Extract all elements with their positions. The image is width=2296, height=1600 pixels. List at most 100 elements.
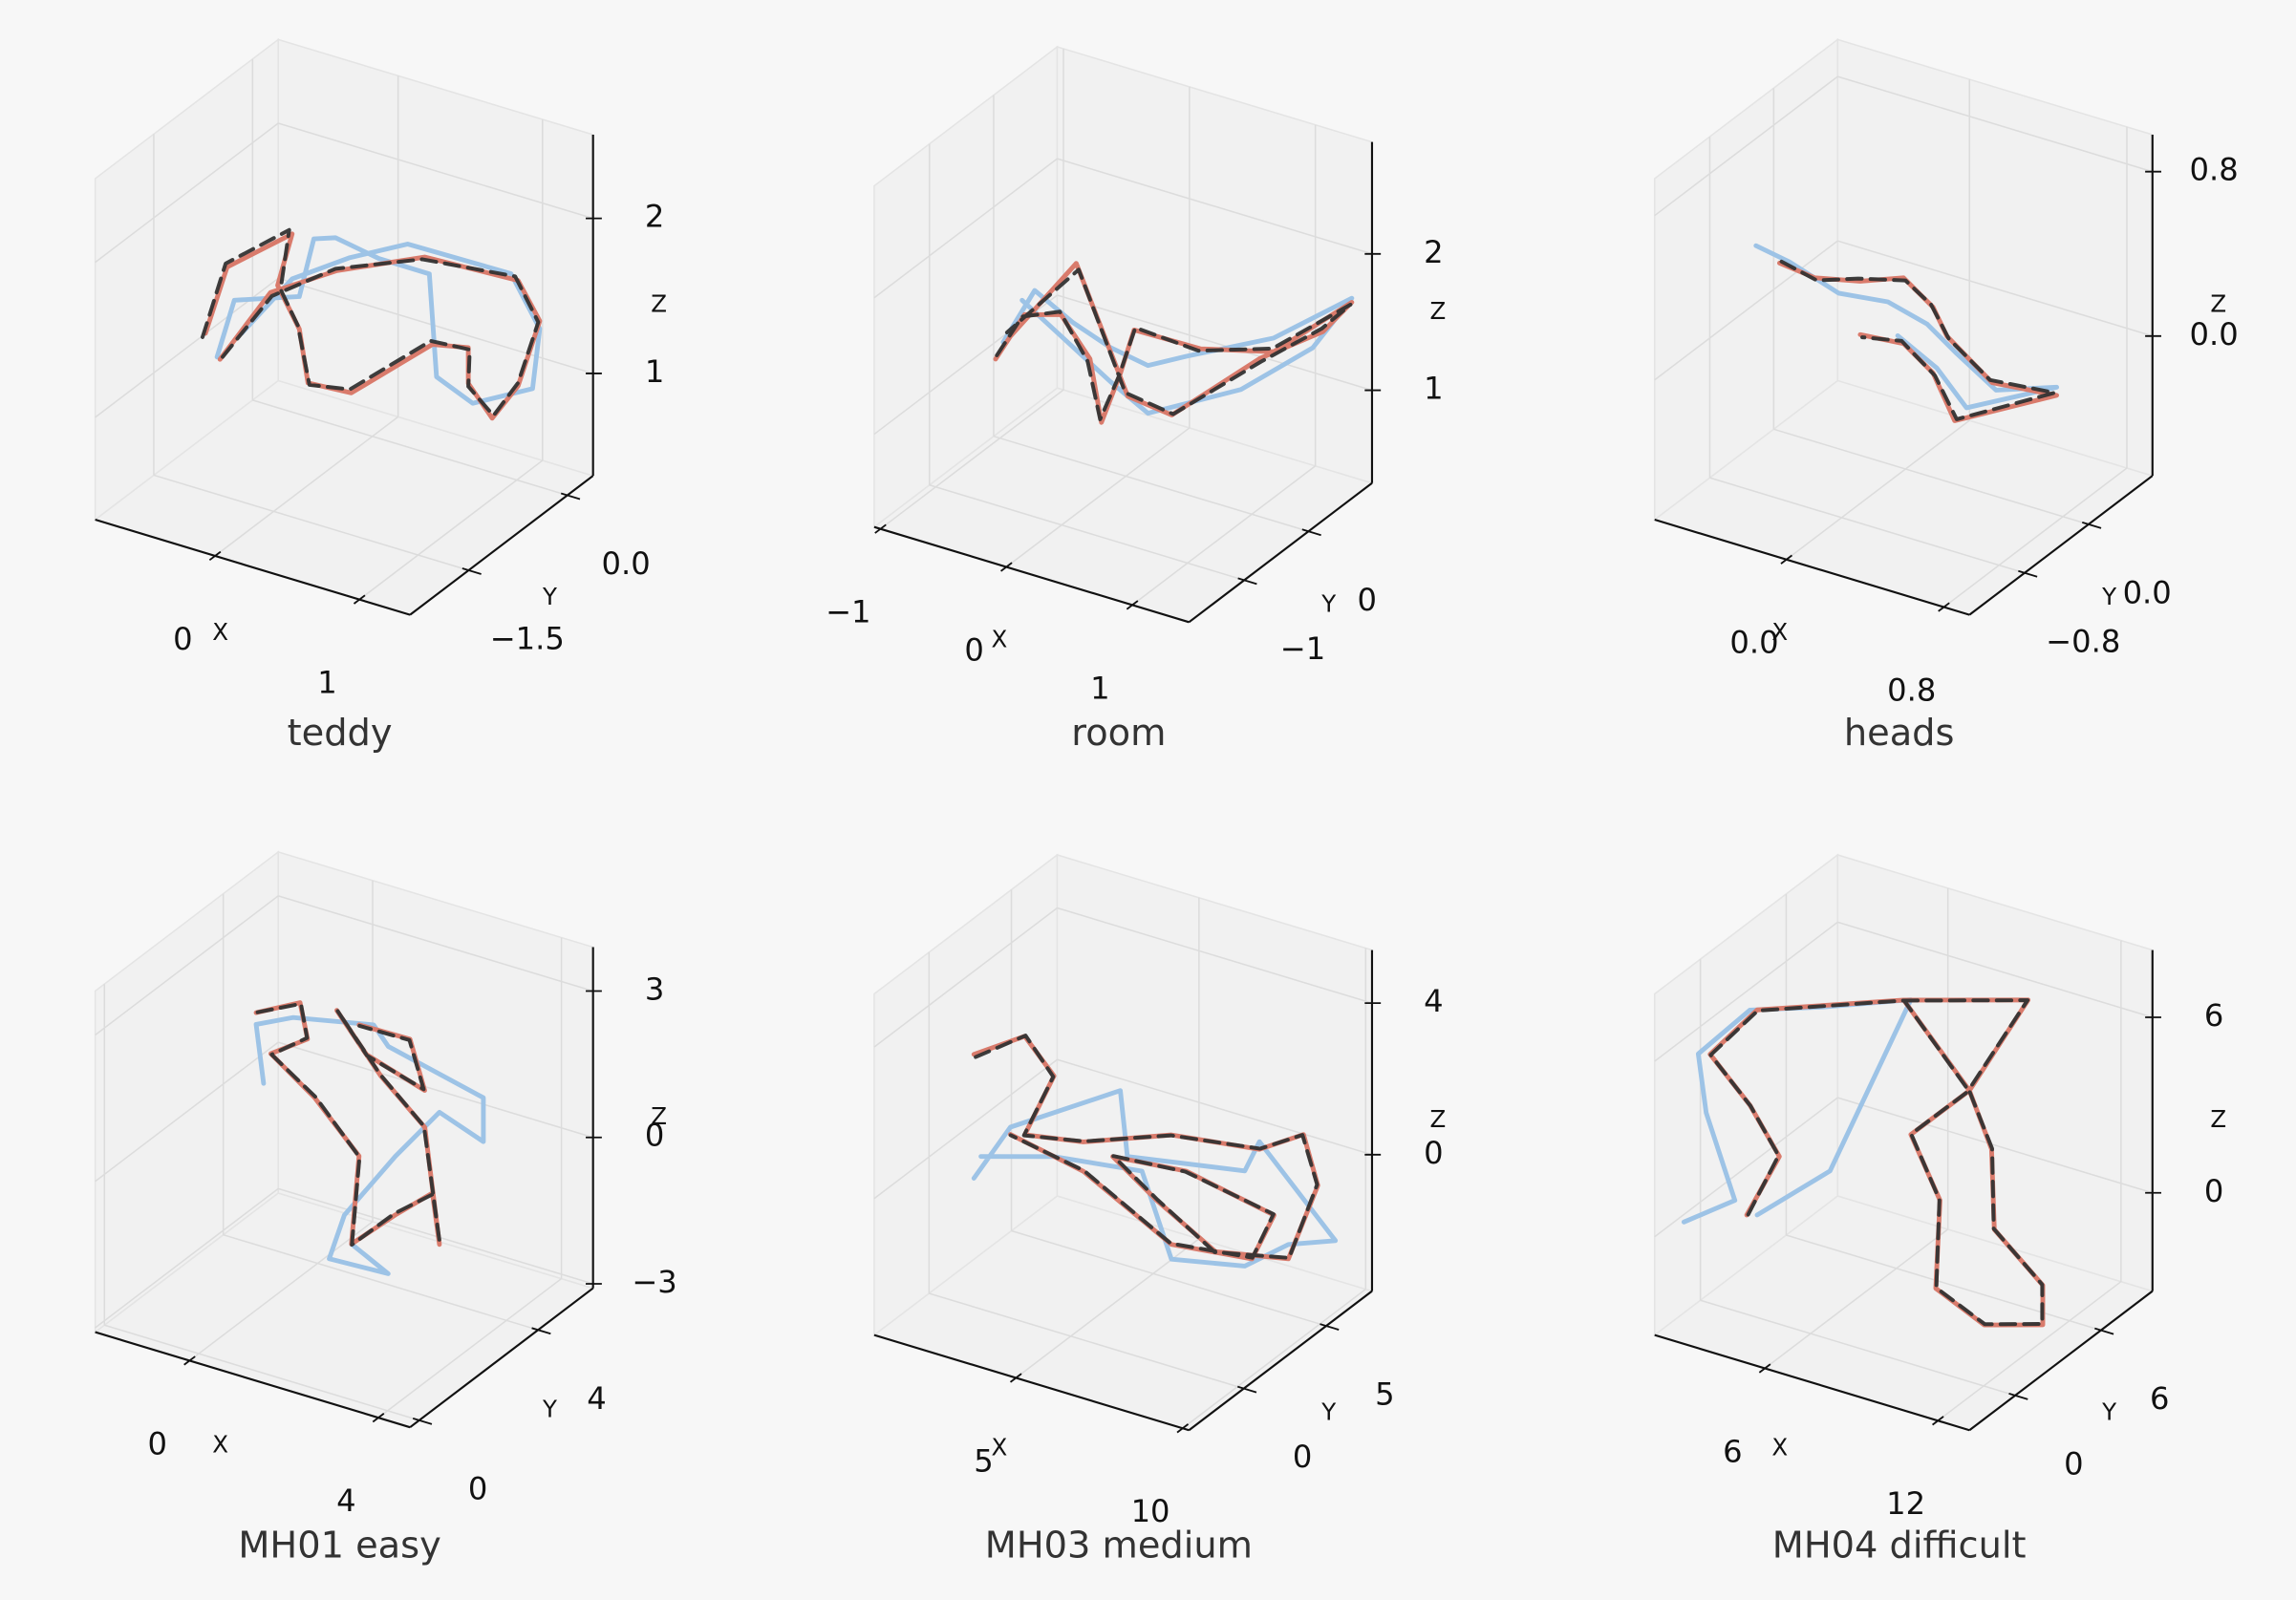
x-axis bbox=[873, 1333, 1190, 1432]
x-axis bbox=[1654, 1333, 1970, 1432]
z-tick-label: −3 bbox=[632, 1264, 676, 1300]
x-tick-label: 10 bbox=[1131, 1493, 1170, 1529]
z-tick-label: 0 bbox=[1424, 1135, 1443, 1171]
grid-line bbox=[1011, 1229, 1327, 1327]
grid-line bbox=[1654, 75, 1838, 217]
z-axis-label: Z bbox=[1430, 297, 1447, 325]
x-tick-label: 1 bbox=[317, 665, 336, 701]
y-axis-label: Y bbox=[2101, 583, 2117, 610]
z-axis-label: Z bbox=[1430, 1105, 1447, 1133]
grid-line bbox=[1837, 921, 2154, 1018]
subplot-title: MH03 medium bbox=[985, 1524, 1253, 1567]
x-axis-label: X bbox=[1771, 1433, 1788, 1461]
x-tick-label: 0.0 bbox=[1729, 625, 1778, 661]
z-axis-label: Z bbox=[2210, 290, 2226, 318]
grid-line bbox=[1700, 1299, 2016, 1397]
trajectory bbox=[214, 235, 543, 406]
y-tick-label: 0.0 bbox=[602, 545, 651, 582]
grid-line bbox=[358, 459, 544, 601]
z-tick-label: 0 bbox=[2204, 1173, 2223, 1209]
trajectory bbox=[1779, 259, 2057, 421]
grid-line bbox=[929, 484, 1245, 582]
y-axis bbox=[1968, 475, 2154, 616]
z-tick-label: 6 bbox=[2204, 997, 2223, 1034]
y-axis bbox=[1968, 1290, 2154, 1432]
y-tick-label: −1.5 bbox=[490, 621, 565, 657]
y-axis bbox=[409, 1287, 594, 1429]
y-tick bbox=[1236, 1385, 1257, 1394]
x-axis bbox=[1654, 519, 1970, 616]
grid-line bbox=[1654, 1097, 1838, 1238]
trajectory bbox=[974, 1034, 1320, 1260]
trajectory bbox=[995, 267, 1353, 421]
grid-line bbox=[104, 1324, 419, 1421]
grid-line bbox=[377, 1277, 563, 1419]
grid-line bbox=[1709, 477, 2026, 574]
y-axis bbox=[1188, 1290, 1373, 1432]
x-tick-label: 1 bbox=[1090, 670, 1109, 706]
grid-line bbox=[277, 122, 593, 220]
x-tick-label: −1 bbox=[826, 594, 870, 630]
y-tick bbox=[412, 1417, 433, 1425]
x-tick-label: 6 bbox=[1723, 1433, 1742, 1469]
grid-line bbox=[993, 435, 1309, 533]
grid-line bbox=[1786, 1234, 2102, 1332]
y-tick bbox=[560, 492, 581, 501]
y-tick-label: 4 bbox=[587, 1380, 606, 1417]
trajectory bbox=[1708, 998, 2045, 1327]
grid-line bbox=[95, 1187, 279, 1329]
subplot-title: teddy bbox=[288, 712, 393, 755]
z-tick-label: 3 bbox=[645, 971, 664, 1007]
grid-line bbox=[1057, 1058, 1373, 1156]
z-tick-label: 2 bbox=[645, 199, 664, 235]
grid-line bbox=[95, 1041, 279, 1183]
grid-line bbox=[1837, 75, 2154, 173]
y-axis-label: Y bbox=[1320, 1398, 1337, 1426]
x-tick-label: 4 bbox=[336, 1483, 355, 1519]
y-axis-label: Y bbox=[542, 583, 558, 610]
y-tick bbox=[2008, 1392, 2028, 1400]
subplot-title: heads bbox=[1844, 712, 1955, 755]
grid-line bbox=[277, 1187, 593, 1285]
x-tick-label: 5 bbox=[974, 1442, 993, 1479]
grid-line bbox=[873, 1058, 1058, 1200]
y-axis-label: Y bbox=[1320, 590, 1337, 618]
z-axis-label: Z bbox=[2210, 1105, 2226, 1133]
y-tick-label: −0.8 bbox=[2046, 623, 2120, 659]
y-axis-label: Y bbox=[2101, 1398, 2117, 1426]
y-tick bbox=[2082, 522, 2102, 529]
x-axis-label: X bbox=[212, 618, 228, 646]
grid-line bbox=[1654, 240, 1838, 381]
grid-line bbox=[880, 389, 1064, 530]
grid-line bbox=[929, 1292, 1245, 1390]
y-tick-label: −1 bbox=[1280, 630, 1325, 667]
y-tick bbox=[1320, 1323, 1340, 1331]
x-axis bbox=[873, 525, 1190, 624]
x-axis-label: X bbox=[992, 1433, 1008, 1461]
trajectory bbox=[971, 1088, 1339, 1269]
z-tick-label: 1 bbox=[645, 353, 664, 390]
x-tick-label: 12 bbox=[1886, 1485, 1925, 1522]
y-tick bbox=[1237, 577, 1257, 586]
grid-line bbox=[277, 895, 593, 992]
z-tick-label: 0.8 bbox=[2190, 152, 2239, 188]
z-tick-label: 0.0 bbox=[2190, 316, 2239, 352]
y-tick-label: 0 bbox=[1357, 582, 1376, 618]
grid-line bbox=[1057, 294, 1373, 392]
grid-line bbox=[1057, 907, 1373, 1004]
grid-line bbox=[95, 895, 279, 1036]
y-tick bbox=[531, 1327, 551, 1335]
grid-line bbox=[1057, 158, 1373, 255]
trajectory bbox=[200, 227, 541, 418]
grid-line bbox=[1837, 240, 2154, 337]
y-tick bbox=[1301, 528, 1321, 537]
y-axis-label: Y bbox=[542, 1396, 558, 1423]
z-tick-label: 2 bbox=[1424, 234, 1443, 270]
trajectory bbox=[253, 1014, 486, 1276]
grid-line bbox=[153, 474, 469, 571]
z-tick-label: 0 bbox=[645, 1118, 664, 1154]
grid-line bbox=[277, 1041, 593, 1139]
y-tick-label: 5 bbox=[1375, 1376, 1394, 1413]
y-tick-label: 0.0 bbox=[2123, 574, 2172, 610]
